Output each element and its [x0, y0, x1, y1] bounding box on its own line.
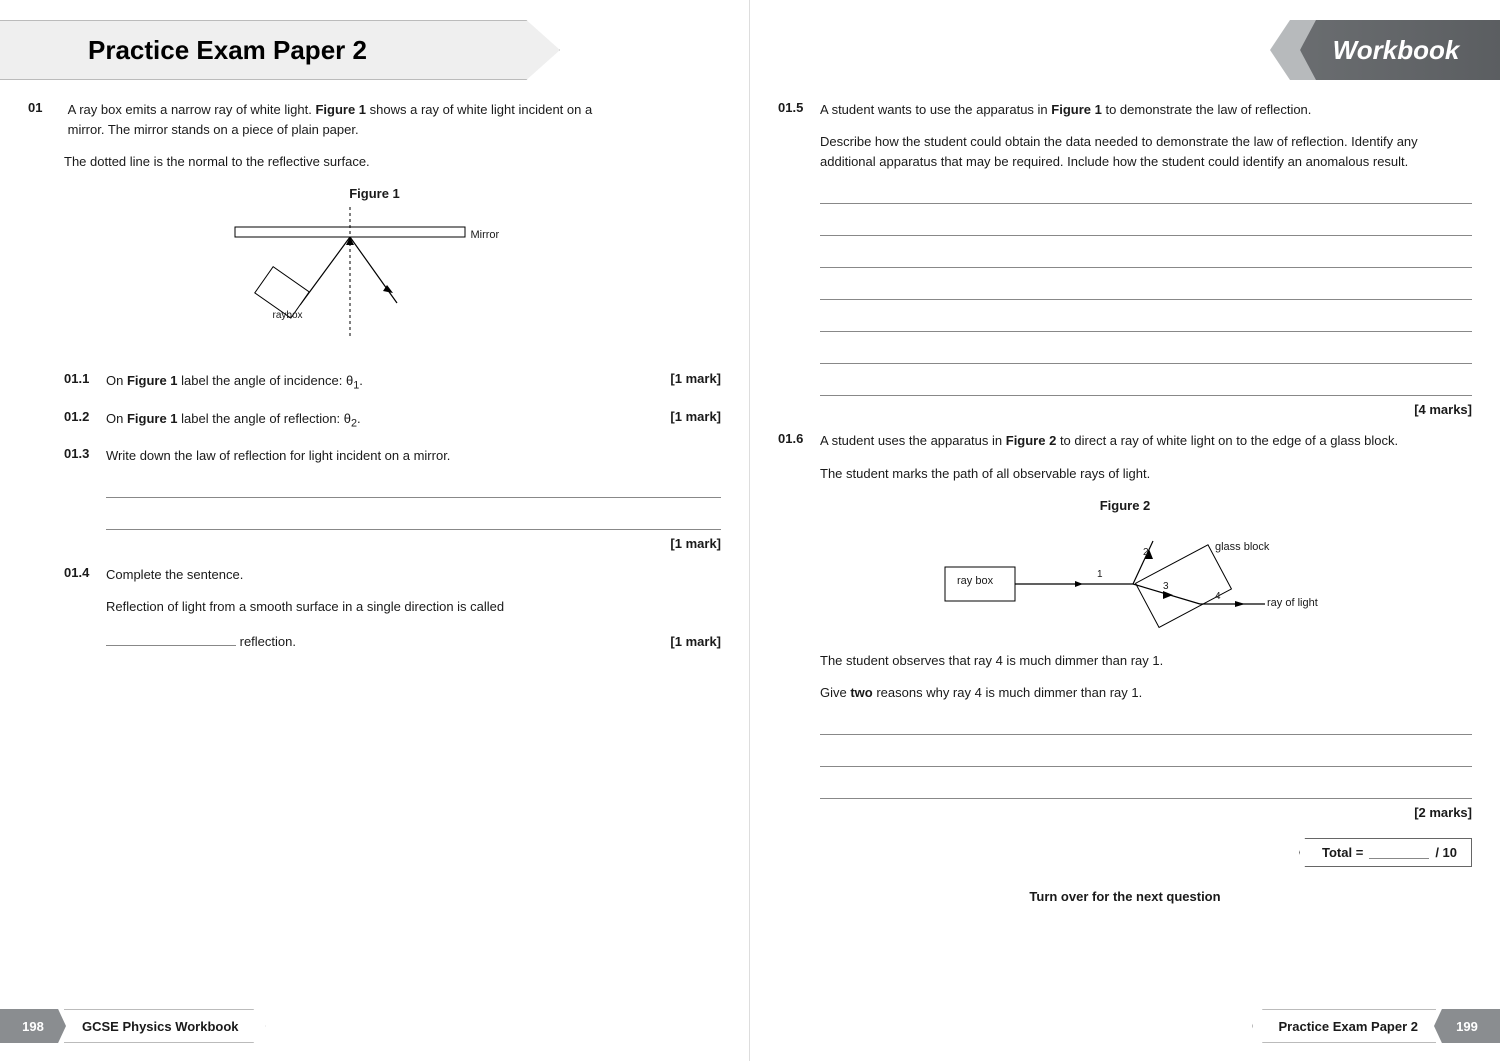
- figure1-raybox-label: raybox: [273, 310, 303, 321]
- sub-q-number: 01.1: [28, 371, 106, 386]
- figure1-caption: Figure 1: [28, 186, 721, 201]
- header-right: Workbook: [1300, 20, 1500, 80]
- sub-q-01-3: 01.3 Write down the law of reflection fo…: [28, 446, 721, 466]
- header-right-title: Workbook: [1333, 35, 1460, 66]
- sub-q-01-2: 01.2 On Figure 1 label the angle of refl…: [28, 409, 721, 432]
- footer-right: Practice Exam Paper 2 199: [1252, 1009, 1500, 1043]
- total-blank[interactable]: [1369, 845, 1429, 859]
- sub-q-text: The student observes that ray 4 is much …: [820, 651, 1472, 671]
- question-number: 01: [28, 100, 64, 115]
- answer-line[interactable]: [820, 214, 1472, 236]
- answer-line[interactable]: [106, 476, 721, 498]
- total-box-wrap: Total = / 10: [778, 838, 1472, 867]
- total-max: / 10: [1435, 845, 1457, 860]
- sub-q-01-4: 01.4 Complete the sentence.: [28, 565, 721, 585]
- figure2-ray-number: 3: [1163, 581, 1169, 592]
- sub-q-text: Write down the law of reflection for lig…: [106, 446, 721, 466]
- answer-line[interactable]: [820, 182, 1472, 204]
- question-text-cont: The dotted line is the normal to the ref…: [64, 152, 721, 172]
- total-label: Total =: [1322, 845, 1363, 860]
- sub-q-number: 01.4: [28, 565, 106, 580]
- answer-line[interactable]: [820, 246, 1472, 268]
- sub-q-number: 01.6: [778, 431, 820, 446]
- footer-label: GCSE Physics Workbook: [64, 1009, 266, 1043]
- header-left: Practice Exam Paper 2: [0, 20, 560, 80]
- sub-q-01-1: 01.1 On Figure 1 label the angle of inci…: [28, 371, 721, 394]
- page-number: 198: [0, 1009, 66, 1043]
- right-content: 01.5 A student wants to use the apparatu…: [778, 100, 1472, 981]
- sub-q-01-5: 01.5 A student wants to use the apparatu…: [778, 100, 1472, 172]
- sub-q-text: Complete the sentence.: [106, 565, 721, 585]
- answer-line[interactable]: [820, 777, 1472, 799]
- sub-q-number: 01.5: [778, 100, 820, 115]
- figure2-glass-label: glass block: [1215, 541, 1269, 553]
- marks: [1 mark]: [641, 409, 721, 424]
- figure2: ray box glass block ray of light 1 2 3 4: [915, 519, 1335, 639]
- page-spread: Practice Exam Paper 2 01 A ray box emits…: [0, 0, 1500, 1061]
- figure2-ray-number: 1: [1097, 569, 1103, 580]
- answer-line[interactable]: [820, 745, 1472, 767]
- answer-line[interactable]: [106, 508, 721, 530]
- marks: [4 marks]: [1414, 402, 1472, 417]
- footer-left: 198 GCSE Physics Workbook: [0, 1009, 266, 1043]
- sub-q-01-6: 01.6 A student uses the apparatus in Fig…: [778, 431, 1472, 483]
- sub-q-text: The student marks the path of all observ…: [820, 464, 1472, 484]
- answer-line[interactable]: [820, 713, 1472, 735]
- figure2-ray-number: 4: [1215, 591, 1221, 602]
- figure2-ray-label: ray of light: [1267, 597, 1318, 609]
- total-box: Total = / 10: [1299, 838, 1472, 867]
- figure1-mirror-label: Mirror: [471, 229, 500, 241]
- marks: [2 marks]: [1414, 805, 1472, 820]
- footer-label: Practice Exam Paper 2: [1252, 1009, 1436, 1043]
- answer-line[interactable]: [820, 310, 1472, 332]
- marks: [1 mark]: [641, 634, 721, 649]
- answer-line[interactable]: [820, 342, 1472, 364]
- figure2-ray-number: 2: [1143, 547, 1149, 558]
- sub-q-text: Describe how the student could obtain th…: [820, 132, 1472, 172]
- sub-q-number: 01.2: [28, 409, 106, 424]
- answer-line[interactable]: [820, 278, 1472, 300]
- page-number: 199: [1434, 1009, 1500, 1043]
- marks: [1 mark]: [670, 536, 721, 551]
- answer-line[interactable]: [820, 374, 1472, 396]
- left-page: Practice Exam Paper 2 01 A ray box emits…: [0, 0, 750, 1061]
- question-text: A ray box emits a narrow ray of white li…: [68, 100, 628, 140]
- sub-q-text: Reflection of light from a smooth surfac…: [106, 597, 721, 617]
- page-title: Practice Exam Paper 2: [88, 35, 367, 66]
- left-content: 01 A ray box emits a narrow ray of white…: [28, 100, 721, 981]
- figure2-raybox-label: ray box: [957, 575, 993, 587]
- turnover-text: Turn over for the next question: [778, 889, 1472, 904]
- figure1: Mirror raybox: [165, 207, 585, 357]
- figure2-caption: Figure 2: [778, 498, 1472, 513]
- marks: [1 mark]: [641, 371, 721, 386]
- sub-q-number: 01.3: [28, 446, 106, 461]
- answer-blank[interactable]: [106, 632, 236, 646]
- right-page: Workbook 01.5 A student wants to use the…: [750, 0, 1500, 1061]
